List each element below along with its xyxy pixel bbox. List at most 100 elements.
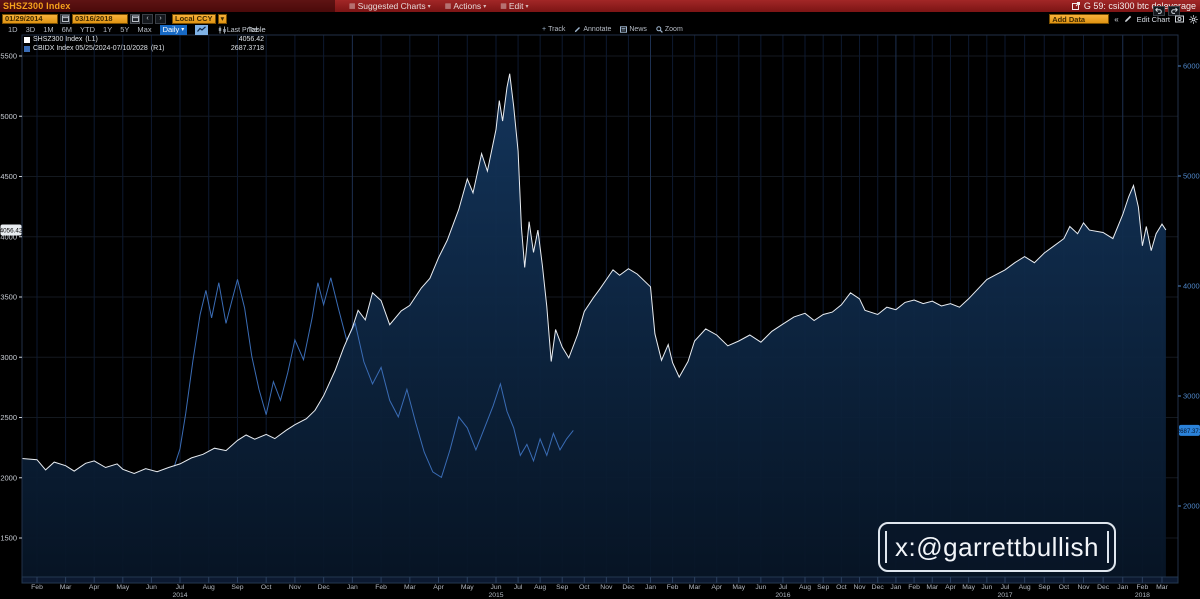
collapse-panel-icon[interactable]: « bbox=[1114, 14, 1119, 24]
track-icon: + bbox=[542, 26, 547, 33]
history-buttons bbox=[1153, 6, 1180, 16]
export-icon[interactable] bbox=[1071, 2, 1080, 10]
step-forward-button[interactable]: › bbox=[155, 13, 166, 24]
chart-title-area: G 59: csi300 btc deleverage bbox=[1071, 1, 1196, 11]
date-to-input[interactable] bbox=[72, 13, 128, 24]
x-axis-label: Oct bbox=[836, 584, 847, 591]
track-button[interactable]: + Track bbox=[542, 26, 565, 33]
watermark-text: x:@garrettbullish bbox=[895, 531, 1099, 562]
x-axis-label: Nov bbox=[600, 584, 613, 591]
period-6m[interactable]: 6M bbox=[61, 25, 73, 34]
x-axis-year-label: 2017 bbox=[997, 592, 1012, 599]
x-axis-label: Feb bbox=[375, 584, 387, 591]
x-axis-label: Dec bbox=[872, 584, 885, 591]
menu-grip-icon: ▦ bbox=[349, 3, 356, 10]
legend-row-overlay[interactable]: CBIDX Index 05/25/2024-07/10/2028 (R1) 2… bbox=[24, 44, 264, 53]
y-axis-right-label: 6000 bbox=[1183, 62, 1200, 71]
chart-title: G 59: csi300 btc deleverage bbox=[1083, 1, 1196, 11]
series-value: 2687.3718 bbox=[230, 45, 264, 52]
x-axis-label: Apr bbox=[711, 584, 722, 591]
security-field[interactable]: SHSZ300 Index bbox=[0, 0, 335, 12]
zoom-button[interactable]: Zoom bbox=[656, 26, 683, 33]
undo-icon[interactable] bbox=[1153, 6, 1165, 16]
x-axis-label: Jan bbox=[890, 584, 901, 591]
menu-suggested-charts-label: Suggested Charts bbox=[357, 1, 426, 11]
period-1d[interactable]: 1D bbox=[8, 25, 18, 34]
period-1y[interactable]: 1Y bbox=[103, 25, 113, 34]
period-max[interactable]: Max bbox=[137, 25, 152, 34]
x-axis-label: Aug bbox=[1019, 584, 1031, 591]
period-5y[interactable]: 5Y bbox=[120, 25, 130, 34]
x-axis-label: Jun bbox=[755, 584, 766, 591]
calendar-icon[interactable] bbox=[130, 13, 140, 24]
date-from-input[interactable] bbox=[2, 13, 58, 24]
last-price-bubble-right-text: 2687.371 bbox=[1177, 428, 1200, 435]
x-axis-label: Dec bbox=[622, 584, 635, 591]
menu-actions[interactable]: ▦ Actions ▾ bbox=[445, 1, 487, 11]
x-axis-label: May bbox=[962, 584, 975, 591]
annotate-button[interactable]: Annotate bbox=[574, 26, 611, 33]
x-axis-label: Oct bbox=[261, 584, 272, 591]
newspaper-icon bbox=[620, 26, 628, 33]
x-axis-label: Mar bbox=[404, 584, 416, 591]
x-axis-label: Aug bbox=[203, 584, 215, 591]
x-axis-label: Nov bbox=[1077, 584, 1090, 591]
x-axis-label: Feb bbox=[908, 584, 920, 591]
x-axis-label: Sep bbox=[556, 584, 568, 591]
x-axis-label: Dec bbox=[318, 584, 331, 591]
x-axis-year-label: 2018 bbox=[1135, 592, 1150, 599]
calendar-icon[interactable] bbox=[60, 13, 70, 24]
x-axis-label: Mar bbox=[60, 584, 72, 591]
caret-down-icon: ▾ bbox=[483, 3, 487, 10]
step-back-button[interactable]: ‹ bbox=[142, 13, 153, 24]
x-axis-label: Oct bbox=[1059, 584, 1070, 591]
legend-row-shsz300[interactable]: SHSZ300 Index (L1) 4056.42 bbox=[24, 35, 264, 44]
period-1m[interactable]: 1M bbox=[43, 25, 54, 34]
period-toolbar: 1D 3D 1M 6M YTD 1Y 5Y Max Daily ▾ · Tabl… bbox=[8, 24, 266, 35]
line-chart-type-button[interactable] bbox=[195, 24, 209, 35]
news-label: News bbox=[629, 26, 647, 33]
menu-edit[interactable]: ▦ Edit ▾ bbox=[500, 1, 528, 11]
range-toolbar: ‹ › Local CCY ▾ bbox=[2, 13, 227, 24]
x-axis-label: Mar bbox=[1156, 584, 1168, 591]
x-axis-label: May bbox=[461, 584, 474, 591]
x-axis-label: Jul bbox=[1001, 584, 1010, 591]
toolbar-separator: · bbox=[237, 25, 240, 34]
y-axis-left-label: 3000 bbox=[0, 353, 17, 362]
period-3d[interactable]: 3D bbox=[25, 25, 36, 34]
news-button[interactable]: News bbox=[620, 26, 647, 33]
x-axis-label: Feb bbox=[31, 584, 43, 591]
x-axis-label: Jul bbox=[176, 584, 185, 591]
currency-caret-button[interactable]: ▾ bbox=[217, 13, 227, 24]
x-axis-label: Sep bbox=[817, 584, 829, 591]
caret-down-icon: ▾ bbox=[181, 26, 185, 33]
gear-icon[interactable] bbox=[1189, 14, 1198, 24]
candlestick-chart-type-button[interactable] bbox=[216, 25, 229, 35]
y-axis-left-label: 2500 bbox=[0, 413, 17, 422]
period-ytd[interactable]: YTD bbox=[80, 25, 96, 34]
caret-down-icon: ▾ bbox=[427, 3, 431, 10]
add-data-input[interactable] bbox=[1049, 14, 1110, 24]
edit-chart-button[interactable]: Edit Chart bbox=[1136, 14, 1170, 24]
security-title[interactable]: SHSZ300 Index bbox=[3, 1, 71, 11]
x-axis-label: Apr bbox=[945, 584, 956, 591]
frequency-select[interactable]: Daily ▾ bbox=[159, 24, 188, 35]
x-axis-label: Nov bbox=[853, 584, 866, 591]
series-swatch bbox=[24, 45, 30, 52]
x-axis-label: Nov bbox=[289, 584, 302, 591]
caret-down-icon: ▾ bbox=[525, 3, 529, 10]
currency-select[interactable]: Local CCY bbox=[172, 13, 216, 24]
last-price-bubble-left-text: 4056.42 bbox=[0, 227, 23, 234]
x-axis-label: Apr bbox=[89, 584, 100, 591]
redo-icon[interactable] bbox=[1168, 6, 1180, 16]
y-axis-right-label: 2000 bbox=[1183, 502, 1200, 511]
x-axis-band bbox=[21, 576, 1179, 584]
screenshot-icon[interactable] bbox=[1175, 15, 1184, 23]
y-axis-left-label: 3500 bbox=[0, 293, 17, 302]
series-label: CBIDX Index 05/25/2024-07/10/2028 bbox=[33, 45, 148, 52]
table-button[interactable]: Table bbox=[247, 25, 266, 34]
magnifier-icon bbox=[656, 26, 663, 33]
series-swatch bbox=[24, 36, 30, 43]
menu-suggested-charts[interactable]: ▦ Suggested Charts ▾ bbox=[349, 1, 431, 11]
